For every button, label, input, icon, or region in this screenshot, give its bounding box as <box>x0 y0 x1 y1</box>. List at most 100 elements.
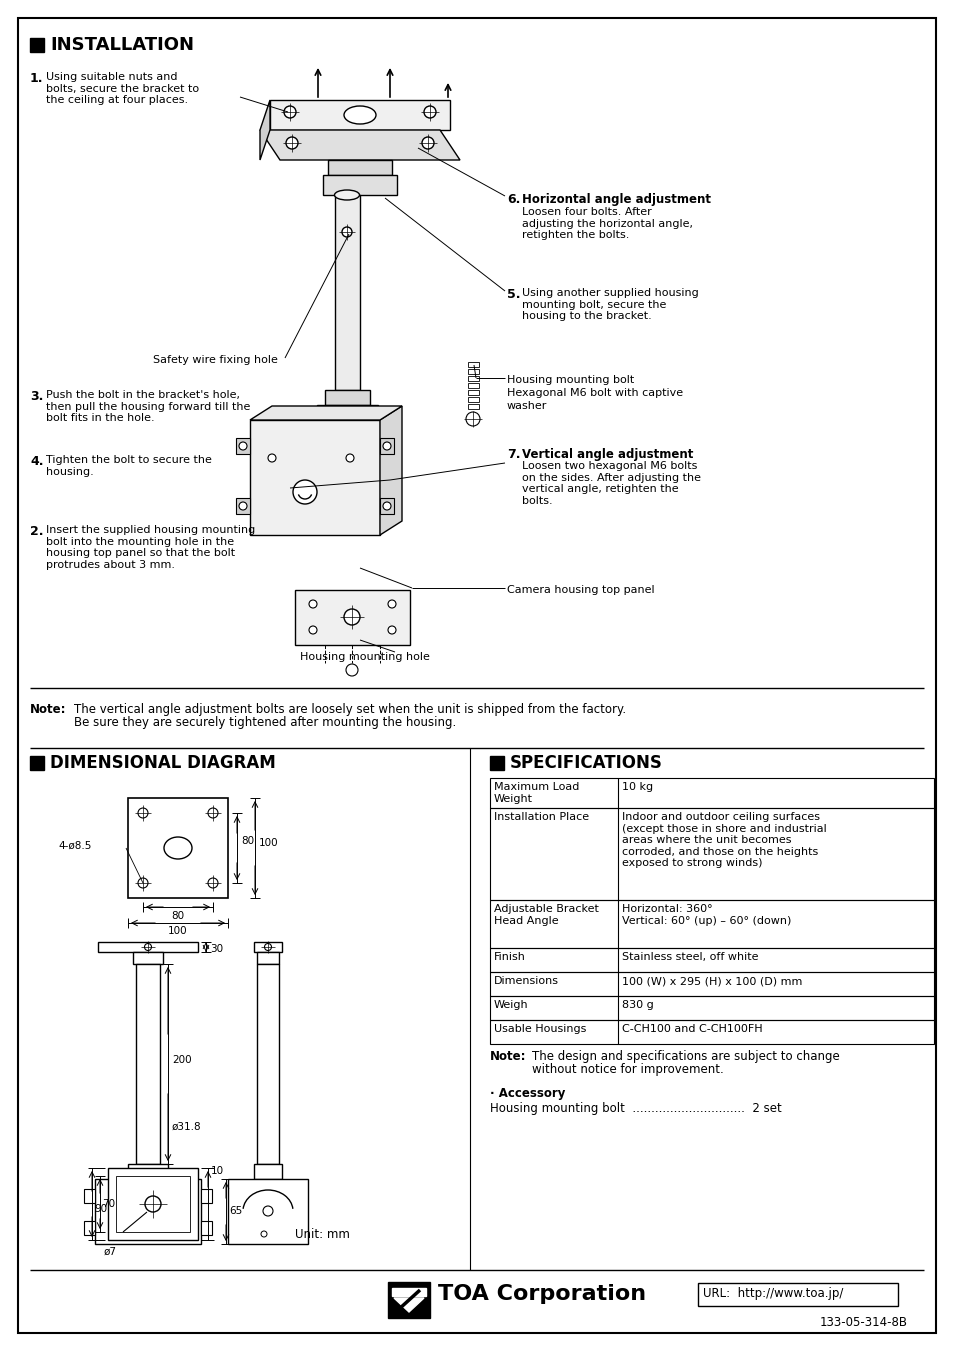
Polygon shape <box>379 499 394 513</box>
Polygon shape <box>250 420 379 535</box>
Polygon shape <box>201 1189 212 1202</box>
Text: Safety wire fixing hole: Safety wire fixing hole <box>152 355 277 365</box>
Text: Vertical angle adjustment: Vertical angle adjustment <box>521 449 693 461</box>
Polygon shape <box>250 407 401 420</box>
Polygon shape <box>379 407 401 535</box>
Bar <box>468 362 478 367</box>
Text: Adjustable Bracket
Head Angle: Adjustable Bracket Head Angle <box>494 904 598 925</box>
Bar <box>490 900 933 948</box>
Text: 100: 100 <box>168 925 188 936</box>
Text: 65: 65 <box>229 1206 242 1216</box>
Circle shape <box>341 227 352 236</box>
Circle shape <box>268 454 275 462</box>
Circle shape <box>138 808 148 817</box>
Bar <box>468 376 478 381</box>
Text: Loosen four bolts. After
adjusting the horizontal angle,
retighten the bolts.: Loosen four bolts. After adjusting the h… <box>521 207 692 240</box>
Circle shape <box>382 442 391 450</box>
Circle shape <box>465 412 479 426</box>
Text: Finish: Finish <box>494 952 525 962</box>
Polygon shape <box>388 1282 430 1319</box>
Circle shape <box>145 1196 161 1212</box>
Text: Housing mounting hole: Housing mounting hole <box>299 653 430 662</box>
Text: The vertical angle adjustment bolts are loosely set when the unit is shipped fro: The vertical angle adjustment bolts are … <box>74 703 625 716</box>
Circle shape <box>263 1206 273 1216</box>
Circle shape <box>344 609 359 626</box>
Polygon shape <box>256 965 278 1165</box>
Text: Indoor and outdoor ceiling surfaces
(except those in shore and industrial
areas : Indoor and outdoor ceiling surfaces (exc… <box>621 812 826 869</box>
Text: SPECIFICATIONS: SPECIFICATIONS <box>510 754 662 771</box>
Polygon shape <box>260 130 459 159</box>
Polygon shape <box>325 390 370 405</box>
Circle shape <box>239 503 247 509</box>
Text: 5.: 5. <box>506 288 520 301</box>
Text: Dimensions: Dimensions <box>494 975 558 986</box>
Text: Maximum Load
Weight: Maximum Load Weight <box>494 782 578 804</box>
Text: 3.: 3. <box>30 390 43 403</box>
Text: 830 g: 830 g <box>621 1000 653 1011</box>
Text: 80: 80 <box>241 836 253 846</box>
Polygon shape <box>323 176 396 195</box>
Circle shape <box>261 1231 267 1238</box>
Bar <box>490 1020 933 1044</box>
Text: 100 (W) x 295 (H) x 100 (D) mm: 100 (W) x 295 (H) x 100 (D) mm <box>621 975 801 986</box>
Ellipse shape <box>335 190 359 200</box>
Polygon shape <box>235 499 250 513</box>
Circle shape <box>239 442 247 450</box>
Circle shape <box>138 878 148 888</box>
Bar <box>468 382 478 388</box>
Text: 10: 10 <box>211 1166 224 1175</box>
Bar <box>490 996 933 1020</box>
Bar <box>128 798 228 898</box>
Polygon shape <box>84 1221 95 1235</box>
Text: 7.: 7. <box>506 449 520 461</box>
Circle shape <box>382 503 391 509</box>
Text: Horizontal: 360°
Vertical: 60° (up) – 60° (down): Horizontal: 360° Vertical: 60° (up) – 60… <box>621 904 791 925</box>
Text: ø31.8: ø31.8 <box>172 1121 201 1132</box>
Polygon shape <box>132 952 163 965</box>
Polygon shape <box>84 1189 95 1202</box>
Text: INSTALLATION: INSTALLATION <box>50 36 193 54</box>
Circle shape <box>286 136 297 149</box>
Bar <box>490 948 933 971</box>
Text: Insert the supplied housing mounting
bolt into the mounting hole in the
housing : Insert the supplied housing mounting bol… <box>46 526 255 570</box>
Ellipse shape <box>164 838 192 859</box>
Circle shape <box>346 454 354 462</box>
Text: The design and specifications are subject to change: The design and specifications are subjec… <box>532 1050 839 1063</box>
Circle shape <box>423 105 436 118</box>
Text: Be sure they are securely tightened after mounting the housing.: Be sure they are securely tightened afte… <box>74 716 456 730</box>
Circle shape <box>208 808 218 817</box>
Text: 100: 100 <box>258 838 278 848</box>
Circle shape <box>309 600 316 608</box>
Circle shape <box>346 663 357 676</box>
Text: without notice for improvement.: without notice for improvement. <box>532 1063 723 1075</box>
Polygon shape <box>392 1288 426 1296</box>
Text: 30: 30 <box>210 944 223 954</box>
Text: Loosen two hexagonal M6 bolts
on the sides. After adjusting the
vertical angle, : Loosen two hexagonal M6 bolts on the sid… <box>521 461 700 505</box>
Text: 80: 80 <box>172 911 184 921</box>
Text: 10 kg: 10 kg <box>621 782 653 792</box>
Text: Note:: Note: <box>30 703 67 716</box>
Bar <box>468 390 478 394</box>
Circle shape <box>388 600 395 608</box>
Text: Hexagonal M6 bolt with captive: Hexagonal M6 bolt with captive <box>506 388 682 399</box>
Text: 70: 70 <box>102 1198 115 1209</box>
Text: Horizontal angle adjustment: Horizontal angle adjustment <box>521 193 710 205</box>
Text: DIMENSIONAL DIAGRAM: DIMENSIONAL DIAGRAM <box>50 754 275 771</box>
Text: Weigh: Weigh <box>494 1000 528 1011</box>
Text: 4.: 4. <box>30 455 44 467</box>
Polygon shape <box>316 405 377 420</box>
Polygon shape <box>379 438 394 454</box>
Text: Housing mounting bolt  ..............................  2 set: Housing mounting bolt ..................… <box>490 1102 781 1115</box>
Text: Usable Housings: Usable Housings <box>494 1024 586 1034</box>
Polygon shape <box>270 100 450 130</box>
Text: Note:: Note: <box>490 1050 526 1063</box>
Polygon shape <box>260 100 270 159</box>
Circle shape <box>388 626 395 634</box>
Bar <box>468 369 478 374</box>
Circle shape <box>208 878 218 888</box>
Text: washer: washer <box>506 401 547 411</box>
Text: Using suitable nuts and
bolts, secure the bracket to
the ceiling at four places.: Using suitable nuts and bolts, secure th… <box>46 72 199 105</box>
Text: Installation Place: Installation Place <box>494 812 589 821</box>
Polygon shape <box>394 1298 423 1312</box>
Polygon shape <box>328 159 392 176</box>
